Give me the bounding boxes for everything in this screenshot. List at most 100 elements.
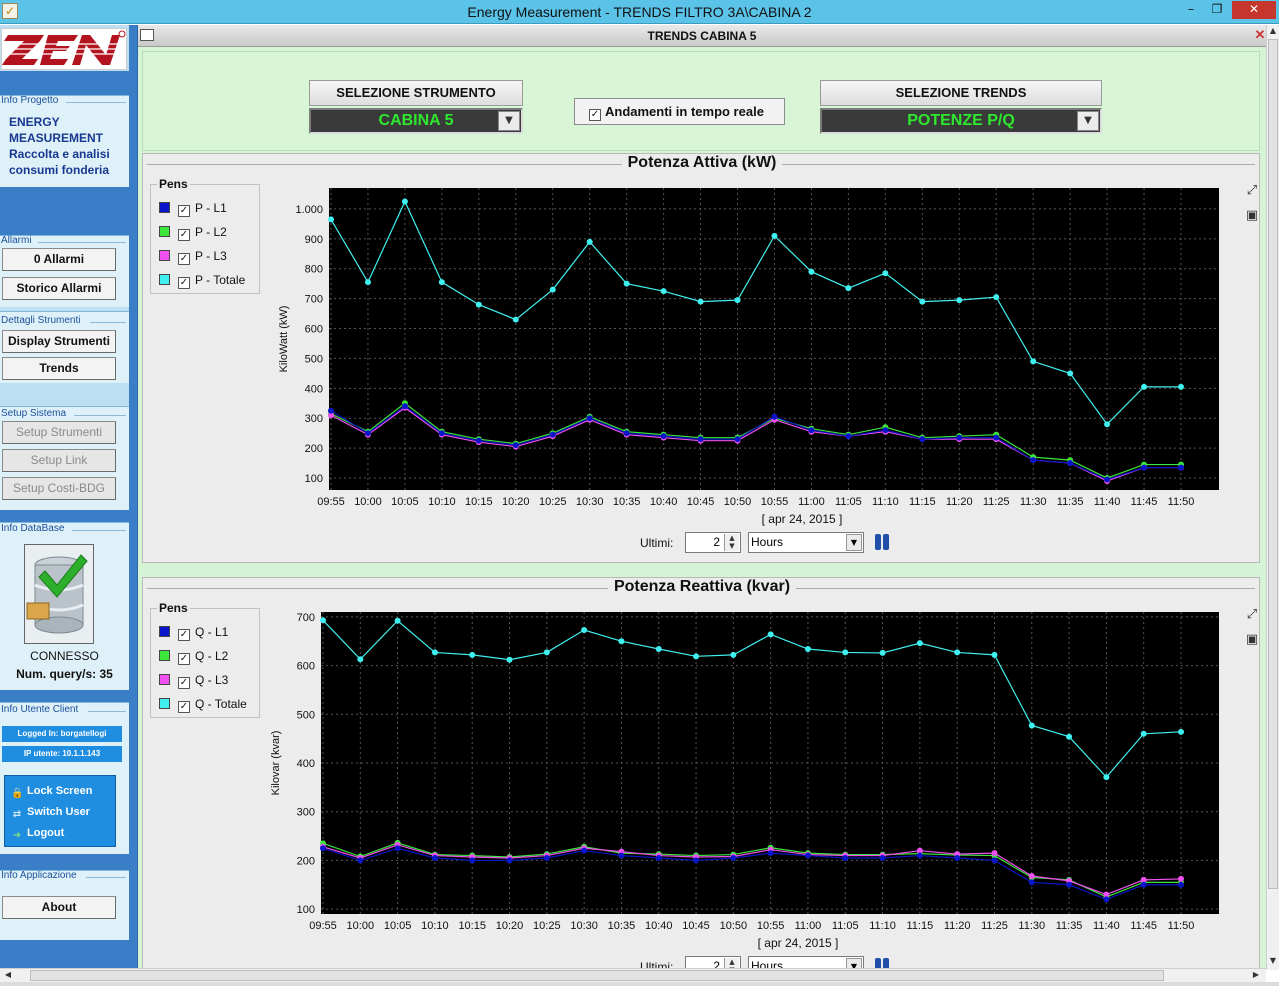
alarms-history-button[interactable]: Storico Allarmi bbox=[2, 277, 116, 300]
legend-checkbox[interactable]: ✓ bbox=[178, 277, 190, 289]
about-button[interactable]: About bbox=[2, 896, 116, 919]
sidebar-band bbox=[0, 71, 129, 95]
active-power-chart[interactable]: 100 200 300 400 500 600 700 800 900 1.000 09:55 10:… bbox=[269, 176, 1249, 526]
trend-select[interactable]: POTENZE P/Q ▼ bbox=[820, 108, 1102, 134]
save-icon[interactable]: ▣ bbox=[1245, 632, 1259, 647]
series-line bbox=[330, 405, 1181, 481]
setup-link-button[interactable]: Setup Link bbox=[2, 449, 116, 472]
legend-checkbox[interactable]: ✓ bbox=[178, 253, 190, 265]
x-tick-label: 10:40 bbox=[645, 920, 673, 932]
legend-checkbox[interactable]: ✓ bbox=[178, 677, 190, 689]
legend-item[interactable]: ✓ Q - L3 bbox=[159, 673, 228, 689]
setup-costs-button[interactable]: Setup Costi-BDG bbox=[2, 477, 116, 500]
legend-checkbox[interactable]: ✓ bbox=[178, 653, 190, 665]
inner-restore-icon[interactable] bbox=[140, 29, 154, 41]
x-tick-label: 10:05 bbox=[384, 920, 412, 932]
switch-user-button[interactable]: ⇄ Switch User bbox=[11, 805, 90, 821]
legend-item[interactable]: ✓ Q - Totale bbox=[159, 697, 247, 713]
data-point bbox=[1140, 876, 1147, 883]
sidebar-band bbox=[0, 187, 129, 235]
data-point bbox=[328, 216, 334, 223]
spinner-arrows-icon[interactable]: ▲▼ bbox=[724, 534, 739, 551]
project-line: consumi fonderia bbox=[9, 163, 110, 177]
lock-screen-button[interactable]: 🔒 Lock Screen bbox=[11, 784, 92, 800]
x-tick-label: 10:35 bbox=[608, 920, 636, 932]
scroll-down-icon[interactable]: ▼ bbox=[1269, 956, 1277, 965]
pause-icon[interactable] bbox=[875, 958, 891, 974]
inner-window-titlebar: TRENDS CABINA 5 ✕ bbox=[138, 25, 1266, 47]
y-tick-label: 400 bbox=[305, 383, 323, 395]
legend-checkbox[interactable]: ✓ bbox=[178, 629, 190, 641]
legend-swatch bbox=[159, 626, 170, 637]
chevron-down-icon[interactable]: ▼ bbox=[1077, 111, 1099, 131]
vertical-scrollbar[interactable]: ▲ ▼ bbox=[1266, 25, 1279, 970]
last-count-spinner[interactable]: 2 ▲▼ bbox=[685, 532, 741, 553]
scroll-left-icon[interactable]: ◀ bbox=[4, 970, 12, 979]
legend-item[interactable]: ✓ P - L1 bbox=[159, 201, 227, 217]
legend-checkbox[interactable]: ✓ bbox=[178, 701, 190, 713]
data-point bbox=[1103, 891, 1110, 898]
zoom-fit-icon[interactable]: ⤢ bbox=[1246, 183, 1258, 198]
pause-icon[interactable] bbox=[875, 534, 891, 550]
setup-instruments-button[interactable]: Setup Strumenti bbox=[2, 421, 116, 444]
data-point bbox=[734, 297, 741, 304]
data-point bbox=[882, 270, 889, 277]
instrument-select[interactable]: CABINA 5 ▼ bbox=[309, 108, 523, 134]
scroll-up-icon[interactable]: ▲ bbox=[1269, 26, 1277, 35]
series-line bbox=[322, 847, 1181, 901]
legend-item[interactable]: ✓ Q - L1 bbox=[159, 625, 228, 641]
close-button[interactable]: ✕ bbox=[1232, 1, 1276, 19]
data-point bbox=[1067, 460, 1074, 467]
time-unit-select[interactable]: Hours ▼ bbox=[748, 532, 864, 553]
section-divider bbox=[72, 530, 126, 531]
inner-close-button[interactable]: ✕ bbox=[1254, 27, 1266, 42]
scroll-right-icon[interactable]: ▶ bbox=[1252, 970, 1260, 979]
data-point bbox=[394, 617, 401, 624]
splitter[interactable] bbox=[129, 25, 138, 970]
x-tick-label: 11:40 bbox=[1093, 920, 1120, 932]
data-point bbox=[475, 301, 482, 308]
legend-item[interactable]: ✓ P - L3 bbox=[159, 249, 227, 265]
legend-swatch bbox=[159, 274, 170, 285]
horizontal-scrollbar[interactable]: ◀ ▶ bbox=[0, 968, 1266, 982]
project-line: ENERGY bbox=[9, 115, 60, 129]
y-tick-label: 700 bbox=[305, 294, 323, 306]
legend-item[interactable]: ✓ P - Totale bbox=[159, 273, 245, 289]
instrument-select-value: CABINA 5 bbox=[378, 112, 454, 129]
zen-logo bbox=[1, 28, 127, 70]
zoom-fit-icon[interactable]: ⤢ bbox=[1246, 607, 1258, 622]
reactive-power-chart[interactable]: 100 200 300 400 500 600 700 09:55 10:00 10:05 10:1… bbox=[269, 600, 1249, 950]
legend-swatch bbox=[159, 202, 170, 213]
y-tick-label: 400 bbox=[297, 758, 315, 770]
save-icon[interactable]: ▣ bbox=[1245, 208, 1259, 223]
trends-button[interactable]: Trends bbox=[2, 357, 116, 380]
legend-checkbox[interactable]: ✓ bbox=[178, 205, 190, 217]
vertical-scroll-thumb[interactable] bbox=[1268, 39, 1278, 889]
legend-checkbox[interactable]: ✓ bbox=[178, 229, 190, 241]
x-tick-label: 10:40 bbox=[650, 496, 678, 508]
main-content: SELEZIONE STRUMENTO CABINA 5 ▼ ✓ Andament… bbox=[138, 47, 1266, 977]
chevron-down-icon[interactable]: ▼ bbox=[498, 111, 520, 131]
data-point bbox=[919, 436, 926, 443]
data-point bbox=[734, 436, 741, 443]
section-divider bbox=[66, 102, 126, 103]
horizontal-scroll-thumb[interactable] bbox=[30, 970, 1164, 981]
lock-screen-label: Lock Screen bbox=[27, 785, 93, 797]
legend-swatch bbox=[159, 650, 170, 661]
setup-section-label: Setup Sistema bbox=[1, 408, 67, 419]
chevron-down-icon[interactable]: ▼ bbox=[846, 534, 862, 551]
minimize-button[interactable]: – bbox=[1188, 2, 1194, 16]
x-tick-label: 11:10 bbox=[872, 496, 899, 508]
pens-legend: Pens ✓ P - L1 ✓ P - L2 ✓ P - L3 ✓ P - Totale bbox=[150, 177, 260, 294]
data-point bbox=[1104, 421, 1111, 428]
maximize-button[interactable]: ❐ bbox=[1211, 2, 1223, 16]
display-instruments-button[interactable]: Display Strumenti bbox=[2, 330, 116, 353]
realtime-toggle[interactable]: ✓ Andamenti in tempo reale bbox=[574, 98, 785, 125]
alarms-button[interactable]: 0 Allarmi bbox=[2, 248, 116, 271]
realtime-checkbox[interactable]: ✓ bbox=[589, 109, 601, 121]
logout-button[interactable]: ➜ Logout bbox=[11, 826, 64, 842]
data-point bbox=[993, 434, 1000, 441]
legend-item[interactable]: ✓ Q - L2 bbox=[159, 649, 228, 665]
legend-item[interactable]: ✓ P - L2 bbox=[159, 225, 227, 241]
data-point bbox=[1066, 881, 1073, 888]
